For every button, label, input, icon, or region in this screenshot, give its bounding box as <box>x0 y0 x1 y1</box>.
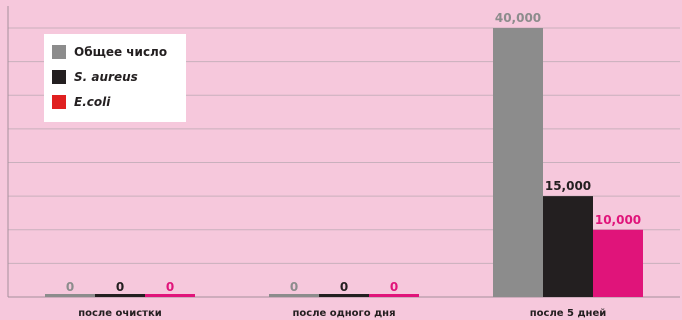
bar-s-aureus-2 <box>543 196 593 297</box>
x-tick-label: после одного дня <box>292 308 395 319</box>
legend-item-s-aureus: S. aureus <box>52 67 138 87</box>
x-tick-label: после очистки <box>78 308 162 319</box>
bar-s-aureus-1 <box>319 294 369 297</box>
bar-s-aureus-0 <box>95 294 145 297</box>
bar-e-coli-1 <box>369 294 419 297</box>
legend: Общее число S. aureus E.coli <box>44 34 186 122</box>
data-label: 10,000 <box>595 213 641 227</box>
data-label: 0 <box>166 280 174 294</box>
legend-label-s-aureus: S. aureus <box>74 70 138 84</box>
bar-e-coli-0 <box>145 294 195 297</box>
legend-swatch-s-aureus <box>52 70 66 84</box>
legend-item-total: Общее число <box>52 42 167 62</box>
x-tick-label: после 5 дней <box>530 308 607 319</box>
data-label: 15,000 <box>545 179 591 193</box>
data-label: 0 <box>340 280 348 294</box>
legend-label-total: Общее число <box>74 45 168 59</box>
data-label: 40,000 <box>495 11 541 25</box>
bar-total-0 <box>45 294 95 297</box>
data-label: 0 <box>290 280 298 294</box>
data-label: 0 <box>390 280 398 294</box>
bar-e-coli-2 <box>593 229 643 297</box>
legend-swatch-total <box>52 45 66 59</box>
legend-item-e-coli: E.coli <box>52 92 110 112</box>
bar-total-2 <box>493 28 543 297</box>
bar-total-1 <box>269 294 319 297</box>
legend-label-e-coli: E.coli <box>74 95 111 109</box>
data-label: 0 <box>66 280 74 294</box>
legend-swatch-e-coli <box>52 95 66 109</box>
data-label: 0 <box>116 280 124 294</box>
